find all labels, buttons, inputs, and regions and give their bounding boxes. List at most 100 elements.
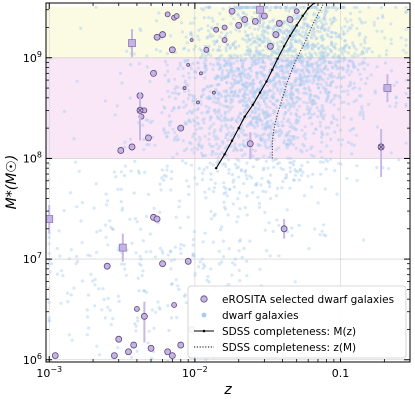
- dwarf-galaxy-point: [274, 65, 278, 69]
- dwarf-galaxy-point: [182, 244, 186, 248]
- zm-completeness-line: [271, 4, 324, 159]
- dwarf-galaxy-point: [167, 328, 171, 333]
- erosita-point: [168, 352, 176, 359]
- dwarf-galaxy-point: [173, 245, 177, 249]
- dwarf-galaxy-point: [257, 88, 261, 93]
- dwarf-galaxy-point: [332, 16, 336, 20]
- dwarf-galaxy-point: [241, 61, 245, 65]
- mz-line-marker: [237, 126, 240, 130]
- dwarf-galaxy-point: [318, 30, 322, 34]
- dwarf-galaxy-point: [321, 133, 325, 137]
- dwarf-galaxy-point: [349, 26, 353, 30]
- dwarf-galaxy-point: [278, 65, 282, 69]
- dwarf-galaxy-point: [277, 146, 281, 150]
- dwarf-galaxy-point: [350, 23, 354, 27]
- dwarf-galaxy-point: [220, 139, 225, 144]
- erosita-point: [171, 302, 178, 308]
- dwarf-galaxy-point: [211, 163, 215, 167]
- dwarf-galaxy-point: [293, 80, 297, 84]
- dwarf-galaxy-point: [236, 165, 240, 169]
- dwarf-galaxy-point: [339, 162, 343, 166]
- dwarf-galaxy-point: [315, 69, 319, 73]
- dwarf-galaxy-point: [253, 115, 257, 119]
- dwarf-galaxy-point: [230, 99, 234, 103]
- dwarf-galaxy-point: [287, 101, 291, 105]
- dwarf-galaxy-point: [257, 157, 261, 161]
- dwarf-galaxy-point: [156, 300, 160, 304]
- dwarf-galaxy-point: [363, 41, 367, 45]
- dwarf-galaxy-point: [324, 167, 328, 171]
- dwarf-galaxy-point: [187, 71, 191, 75]
- dwarf-galaxy-point: [217, 82, 221, 86]
- dwarf-galaxy-point: [324, 91, 328, 95]
- dwarf-galaxy-point: [149, 121, 153, 125]
- dwarf-galaxy-point: [283, 29, 287, 33]
- dwarf-galaxy-point: [298, 32, 302, 37]
- dwarf-galaxy-point: [280, 186, 284, 190]
- dwarf-galaxy-point: [181, 159, 185, 163]
- dwarf-galaxy-point: [250, 16, 254, 20]
- dwarf-galaxy-point: [243, 108, 247, 112]
- dwarf-galaxy-point: [207, 142, 211, 146]
- dwarf-galaxy-point: [309, 147, 313, 151]
- dwarf-galaxy-point: [281, 76, 285, 80]
- dwarf-galaxy-point: [312, 77, 316, 81]
- dwarf-galaxy-point: [226, 43, 230, 47]
- dwarf-galaxy-point: [268, 58, 273, 62]
- dwarf-galaxy-point: [143, 170, 147, 174]
- y-tick-label: 107: [23, 251, 42, 266]
- dwarf-galaxy-point: [358, 94, 362, 98]
- dwarf-galaxy-point: [284, 133, 288, 137]
- legend-dwarf-marker: [201, 312, 207, 318]
- dwarf-galaxy-point: [322, 15, 326, 19]
- dwarf-galaxy-point: [253, 5, 257, 9]
- dwarf-galaxy-point: [285, 59, 290, 63]
- dwarf-galaxy-point: [290, 91, 294, 95]
- dwarf-galaxy-point: [55, 246, 59, 251]
- dwarf-galaxy-point: [226, 127, 230, 131]
- dwarf-galaxy-point: [334, 8, 338, 12]
- dwarf-galaxy-point: [223, 115, 227, 119]
- dwarf-galaxy-point: [295, 114, 299, 118]
- dwarf-galaxy-point: [305, 42, 309, 46]
- dwarf-galaxy-point: [217, 111, 221, 115]
- dwarf-galaxy-point: [289, 38, 294, 42]
- dwarf-galaxy-point: [259, 183, 263, 187]
- dwarf-galaxy-point: [243, 93, 247, 97]
- mz-line-marker: [301, 14, 304, 18]
- dwarf-galaxy-point: [236, 80, 240, 84]
- dwarf-galaxy-point: [268, 39, 272, 43]
- dwarf-galaxy-point: [395, 80, 399, 84]
- dwarf-galaxy-point: [293, 37, 297, 42]
- dwarf-galaxy-point: [247, 83, 251, 88]
- dwarf-galaxy-point: [200, 126, 204, 130]
- dwarf-galaxy-point: [318, 63, 322, 67]
- dwarf-galaxy-point: [307, 88, 311, 92]
- dwarf-galaxy-point: [241, 37, 245, 41]
- erosita-square-point: [46, 215, 54, 223]
- dwarf-galaxy-point: [197, 144, 202, 148]
- dwarf-galaxy-point: [224, 104, 228, 108]
- dwarf-galaxy-point: [195, 182, 199, 186]
- dwarf-galaxy-point: [325, 144, 329, 148]
- dwarf-galaxy-point: [101, 287, 105, 291]
- dwarf-galaxy-point: [86, 293, 90, 297]
- dwarf-galaxy-point: [264, 53, 268, 57]
- dwarf-galaxy-point: [273, 24, 277, 28]
- dwarf-galaxy-point: [239, 169, 243, 173]
- dwarf-galaxy-point: [367, 102, 371, 106]
- dwarf-galaxy-point: [147, 329, 151, 333]
- dwarf-galaxy-point: [273, 51, 277, 55]
- dwarf-galaxy-point: [341, 52, 345, 56]
- dwarf-galaxy-point: [241, 83, 245, 87]
- dwarf-galaxy-point: [265, 109, 269, 113]
- dwarf-galaxy-point: [389, 37, 393, 42]
- dwarf-galaxy-point: [271, 159, 275, 163]
- dwarf-galaxy-point: [319, 109, 324, 113]
- dwarf-galaxy-point: [315, 67, 319, 71]
- dwarf-galaxy-point: [244, 103, 249, 107]
- dwarf-galaxy-point: [367, 5, 371, 9]
- dwarf-galaxy-point: [340, 66, 344, 70]
- dwarf-galaxy-point: [225, 80, 229, 84]
- dwarf-galaxy-point: [234, 81, 238, 85]
